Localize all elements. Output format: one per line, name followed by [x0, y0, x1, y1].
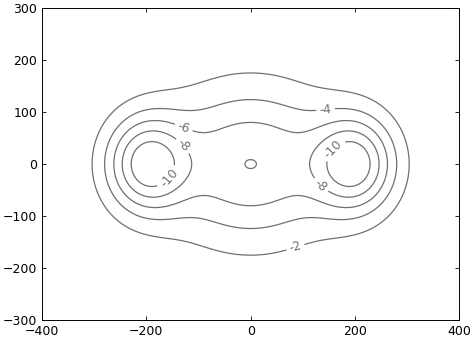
- Text: -4: -4: [319, 103, 332, 117]
- Text: -10: -10: [157, 166, 181, 190]
- Text: -2: -2: [288, 239, 303, 255]
- Text: -6: -6: [176, 119, 192, 136]
- Text: -8: -8: [174, 137, 192, 154]
- Text: -10: -10: [321, 137, 345, 161]
- Text: -8: -8: [312, 176, 330, 194]
